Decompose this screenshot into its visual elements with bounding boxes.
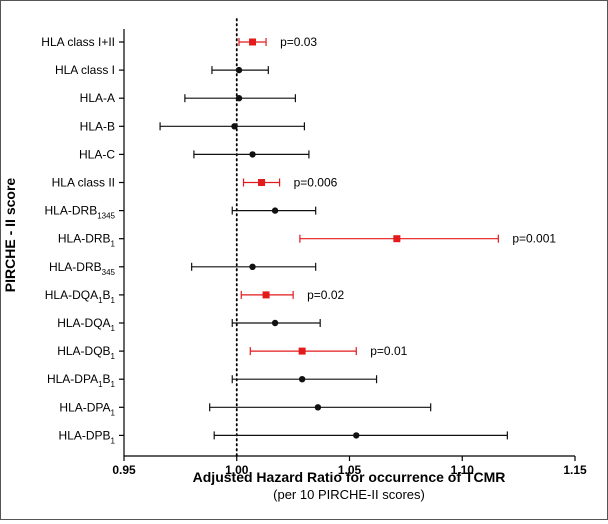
row-label-subscript: 1 bbox=[111, 408, 116, 417]
row-label-part: HLA class I bbox=[55, 63, 115, 77]
row-label-subscript: 1 bbox=[111, 324, 116, 333]
row-label-part: HLA-DPB bbox=[59, 428, 111, 442]
row-label-part: HLA-DRB bbox=[58, 232, 111, 246]
row-label: HLA-DQA1 bbox=[57, 316, 115, 333]
point-estimate-dot bbox=[314, 404, 322, 411]
row-label-part: HLA-DPA bbox=[47, 372, 98, 386]
row-label-part: HLA-A bbox=[80, 91, 115, 105]
row-label-part: HLA-DQA bbox=[45, 288, 98, 302]
point-estimate-square bbox=[393, 235, 401, 243]
row-label-part: HLA-B bbox=[80, 119, 115, 133]
row-label-subscript: 1 bbox=[111, 296, 116, 305]
row-label: HLA-DQA1B1 bbox=[45, 288, 116, 305]
row-label-part: HLA-C bbox=[79, 147, 115, 161]
row-label: HLA-DPA1B1 bbox=[47, 372, 116, 389]
p-value-label: p=0.03 bbox=[280, 35, 317, 49]
row-label-subscript: 345 bbox=[102, 268, 116, 277]
row-label-subscript: 1 bbox=[111, 352, 116, 361]
row-label: HLA-DPB1 bbox=[59, 428, 116, 445]
plot-area: 0.95 1.00 1.05 1.10 1.15 HLA class I+II p=0.03… bbox=[41, 18, 587, 477]
point-estimate-dot bbox=[271, 319, 279, 327]
row-label-part: HLA class II bbox=[52, 176, 115, 190]
row-label-part: HLA-DPA bbox=[59, 400, 110, 414]
row-label-subscript: 1345 bbox=[97, 212, 115, 221]
row-label: HLA-C bbox=[79, 147, 115, 161]
x-tick-label: 0.95 bbox=[112, 463, 136, 477]
point-estimate-dot bbox=[353, 432, 360, 439]
row-label-subscript: 1 bbox=[98, 296, 103, 305]
x-tick-label: 1.05 bbox=[338, 463, 362, 477]
row-label-part: B bbox=[103, 288, 111, 302]
row-label-part: HLA-DQB bbox=[57, 344, 110, 358]
row-label-part: HLA-DRB bbox=[49, 260, 102, 274]
point-estimate-square bbox=[262, 291, 270, 299]
x-tick-label: 1.10 bbox=[451, 463, 475, 477]
point-estimate-dot bbox=[271, 207, 279, 214]
row-label: HLA-DRB345 bbox=[49, 260, 116, 277]
row-label: HLA-A bbox=[80, 91, 115, 105]
row-label: HLA-DRB1 bbox=[58, 232, 116, 249]
row-label-subscript: 1 bbox=[111, 436, 116, 445]
point-estimate-square bbox=[258, 179, 266, 186]
row-label-part: B bbox=[103, 372, 111, 386]
p-value-label: p=0.006 bbox=[294, 176, 338, 190]
point-estimate-dot bbox=[249, 151, 256, 158]
row-label: HLA class I+II bbox=[41, 35, 115, 49]
point-estimate-dot bbox=[235, 66, 243, 74]
point-estimate-square bbox=[298, 347, 306, 355]
point-estimate-dot bbox=[231, 123, 238, 130]
x-tick-label: 1.00 bbox=[225, 463, 249, 477]
p-value-label: p=0.01 bbox=[370, 344, 407, 358]
point-estimate-dot bbox=[235, 95, 243, 102]
x-axis-sublabel: (per 10 PIRCHE-II scores) bbox=[273, 487, 425, 502]
p-value-label: p=0.001 bbox=[512, 232, 556, 246]
p-value-label: p=0.02 bbox=[307, 288, 344, 302]
point-estimate-dot bbox=[298, 376, 306, 383]
x-axis-label: Adjusted Hazard Ratio for occurrence of … bbox=[193, 469, 506, 485]
row-label-part: HLA-DRB bbox=[45, 204, 98, 218]
y-axis-label: PIRCHE - II score bbox=[2, 178, 18, 293]
point-estimate-dot bbox=[249, 263, 256, 270]
x-tick-label: 1.15 bbox=[563, 463, 587, 477]
row-label: HLA class II bbox=[52, 176, 115, 190]
point-estimate-square bbox=[249, 38, 257, 46]
row-label: HLA-DPA1 bbox=[59, 400, 115, 417]
row-label-part: HLA class I+II bbox=[41, 35, 115, 49]
row-label-subscript: 1 bbox=[111, 240, 116, 249]
row-label: HLA-B bbox=[80, 119, 115, 133]
row-label-subscript: 1 bbox=[111, 380, 116, 389]
row-label: HLA class I bbox=[55, 63, 115, 77]
row-label: HLA-DQB1 bbox=[57, 344, 115, 361]
row-label-part: HLA-DQA bbox=[57, 316, 110, 330]
row-label-subscript: 1 bbox=[98, 380, 103, 389]
row-label: HLA-DRB1345 bbox=[45, 204, 116, 221]
